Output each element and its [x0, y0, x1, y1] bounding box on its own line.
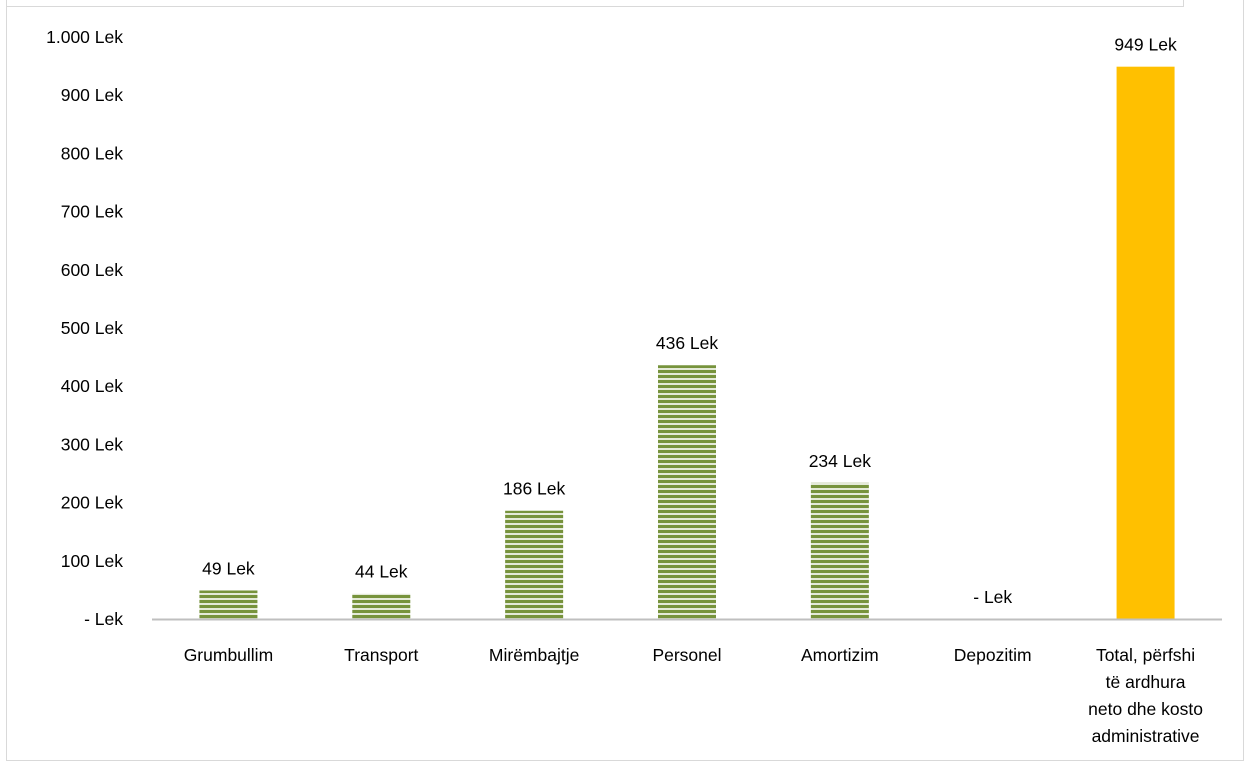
- y-tick-label: 700 Lek: [61, 202, 124, 222]
- x-tick-label: Depozitim: [954, 645, 1032, 665]
- bar-chart: - Lek 100 Lek 200 Lek 300 Lek 400 Lek 500 Lek…: [46, 27, 1222, 746]
- y-tick-label: 300 Lek: [61, 434, 124, 454]
- y-tick-label: 800 Lek: [61, 143, 124, 163]
- y-axis: - Lek 100 Lek 200 Lek 300 Lek 400 Lek 500 Lek…: [46, 27, 123, 629]
- x-tick-label: Mirëmbajtje: [489, 645, 579, 665]
- chart-area: - Lek 100 Lek 200 Lek 300 Lek 400 Lek 500 Lek…: [6, 0, 1244, 761]
- y-tick-label: 1.000 Lek: [46, 27, 123, 47]
- bar: [352, 593, 411, 619]
- bar: [505, 510, 564, 619]
- y-tick-label: 200 Lek: [61, 493, 124, 513]
- data-label: 44 Lek: [355, 561, 408, 581]
- bar-total: [1116, 66, 1175, 619]
- y-tick-label: 400 Lek: [61, 376, 124, 396]
- data-labels: 49 Lek 44 Lek 186 Lek 436 Lek 234 Lek - Lek 94…: [202, 35, 1177, 607]
- bar: [810, 482, 869, 619]
- data-label: 949 Lek: [1114, 35, 1177, 55]
- data-label: 186 Lek: [503, 479, 566, 499]
- x-tick-label: Total, përfshi të ardhura neto dhe kosto ad…: [1088, 645, 1203, 746]
- bar: [199, 590, 258, 619]
- bars: [199, 66, 1175, 619]
- x-tick-label: Amortizim: [801, 645, 879, 665]
- y-tick-label: - Lek: [84, 609, 123, 629]
- y-tick-label: 500 Lek: [61, 318, 124, 338]
- bar: [658, 365, 716, 619]
- x-tick-label: Grumbullim: [184, 645, 273, 665]
- data-label: 234 Lek: [809, 451, 872, 471]
- data-label: 436 Lek: [656, 333, 719, 353]
- x-axis: Grumbullim Transport Mirëmbajtje Personel Am…: [184, 645, 1203, 746]
- y-tick-label: 900 Lek: [61, 85, 124, 105]
- y-tick-label: 100 Lek: [61, 551, 124, 571]
- x-tick-label: Transport: [344, 645, 418, 665]
- data-label: - Lek: [973, 587, 1012, 607]
- y-tick-label: 600 Lek: [61, 260, 124, 280]
- x-tick-label: Personel: [652, 645, 721, 665]
- data-label: 49 Lek: [202, 558, 255, 578]
